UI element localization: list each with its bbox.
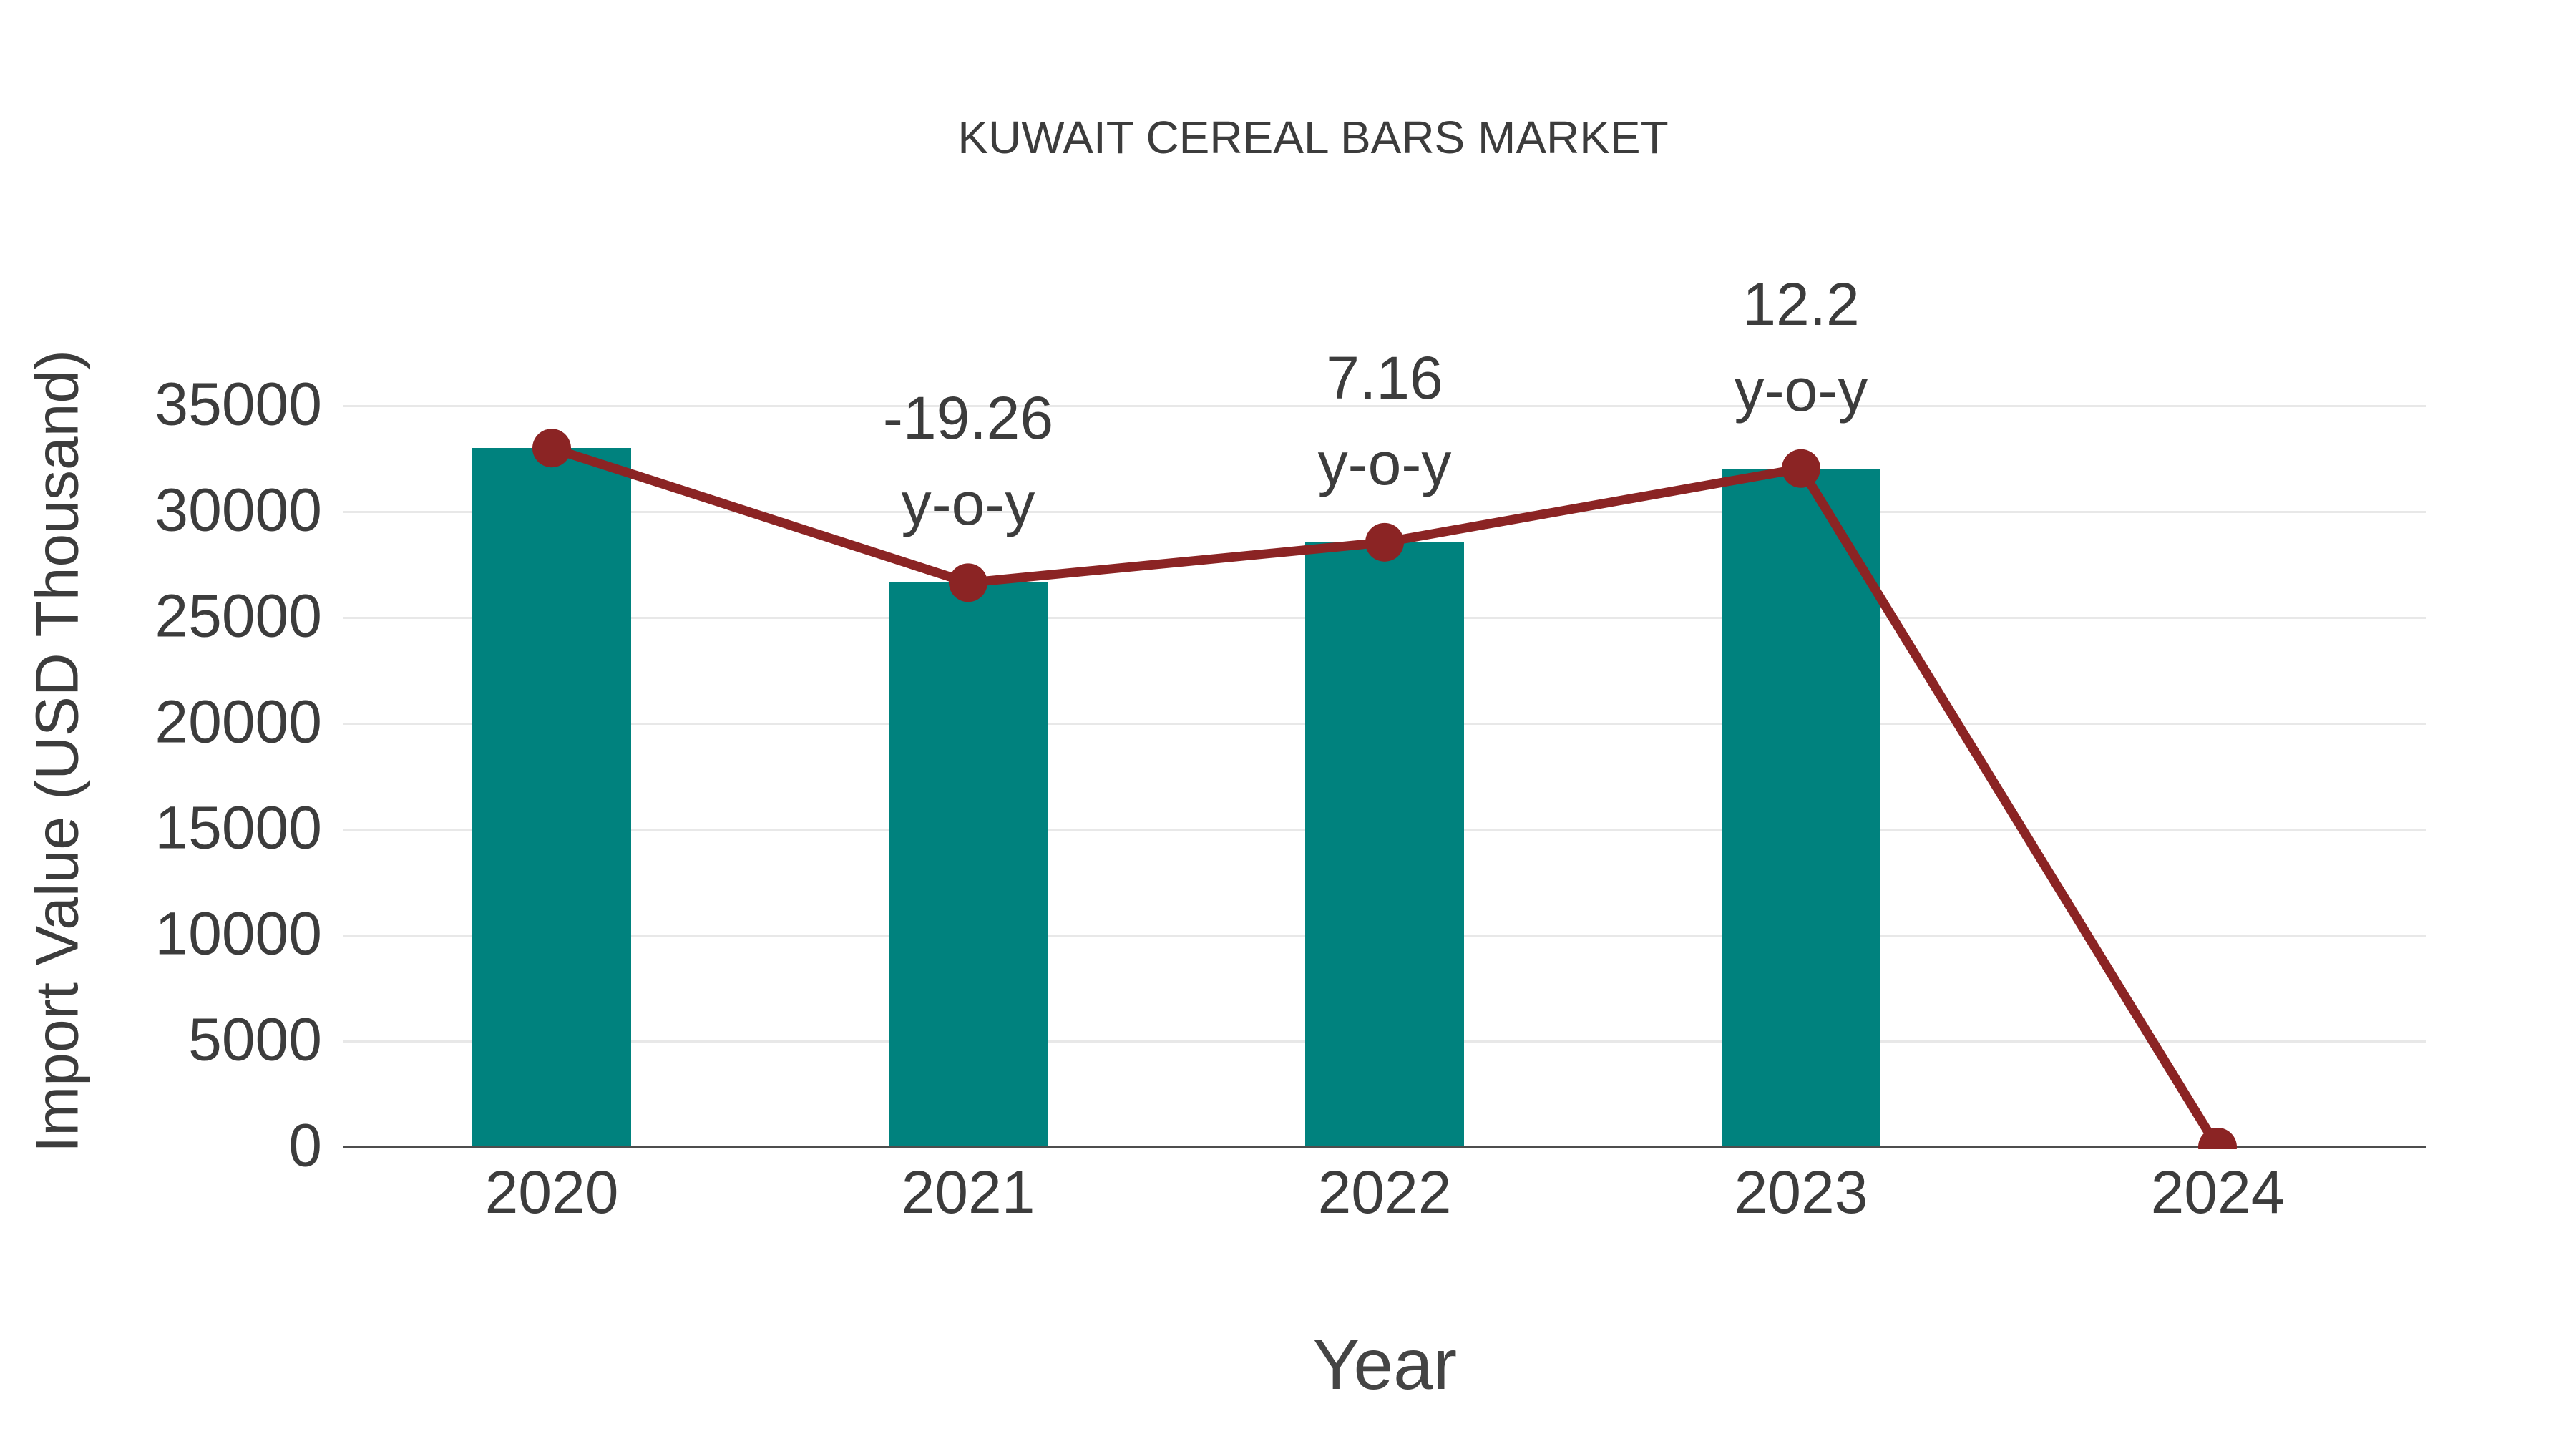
x-tick-label-2022: 2022 (1317, 1158, 1452, 1226)
chart-title: KUWAIT CEREAL BARS MARKET (957, 112, 1669, 163)
trend-line-svg (532, 429, 2237, 1149)
x-tick-label-2023: 2023 (1734, 1158, 1868, 1226)
annotation-2021: -19.26 y-o-y (883, 375, 1053, 547)
annotation-2022: 7.16 y-o-y (1318, 335, 1452, 507)
bar-2020 (472, 448, 631, 1147)
y-tick-label-5000: 5000 (188, 1005, 322, 1073)
annotation-2023: 12.2 y-o-y (1735, 261, 1868, 433)
annotation-suffix: y-o-y (901, 470, 1035, 538)
y-tick-label-0: 0 (288, 1111, 322, 1179)
x-tick-label-2020: 2020 (484, 1158, 619, 1226)
y-tick-label-25000: 25000 (155, 582, 322, 650)
annotation-suffix: y-o-y (1317, 429, 1452, 497)
x-tick-label-2021: 2021 (901, 1158, 1035, 1226)
gridline-35000 (343, 405, 2426, 407)
y-tick-label-15000: 15000 (155, 794, 322, 862)
annotation-suffix: y-o-y (1734, 356, 1868, 424)
annotation-value: -19.26 (882, 384, 1054, 452)
x-tick-label-2024: 2024 (2150, 1158, 2285, 1226)
bar-2021 (889, 582, 1048, 1147)
gridline-30000 (343, 511, 2426, 513)
y-tick-label-10000: 10000 (155, 899, 322, 967)
bar-2022 (1305, 542, 1464, 1147)
y-tick-label-20000: 20000 (155, 688, 322, 756)
bar-2023 (1722, 468, 1880, 1147)
annotation-value: 7.16 (1326, 343, 1443, 411)
x-axis-line (343, 1146, 2426, 1148)
y-tick-label-30000: 30000 (155, 476, 322, 544)
annotation-value: 12.2 (1742, 270, 1860, 338)
x-axis-title: Year (1312, 1324, 1458, 1405)
y-tick-label-35000: 35000 (155, 370, 322, 438)
